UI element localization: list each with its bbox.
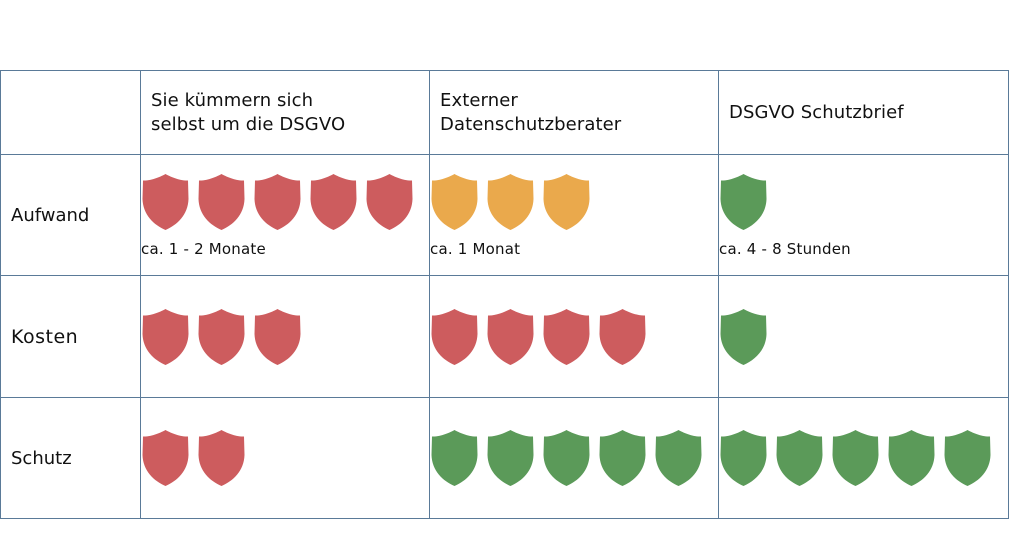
column-header-line: Externer [440,89,518,111]
shield-icon [543,174,590,230]
shield-rating [141,307,429,367]
shield-icon [720,174,767,230]
shield-icon [487,174,534,230]
shield-icon [487,430,534,486]
shield-icon [366,174,413,230]
rating-cell [718,275,1009,398]
shield-icon [198,430,245,486]
rating-note: ca. 1 - 2 Monate [141,240,266,258]
shield-rating [719,428,1008,488]
rating-cell [429,397,719,519]
rating-cell [140,275,430,398]
shield-icon [720,430,767,486]
shield-rating [430,307,718,367]
rating-cell [718,397,1009,519]
shield-icon [487,308,534,365]
table-row: Aufwand ca. 1 - 2 Monate ca. 1 Monat ca.… [0,154,1009,276]
shield-icon [599,308,646,365]
column-header-line: Sie kümmern sich [151,89,314,111]
shield-icon [655,430,702,486]
shield-icon [142,430,189,486]
header-row: Sie kümmern sich selbst um die DSGVO Ext… [0,70,1009,155]
shield-rating [719,172,1008,232]
rating-note: ca. 1 Monat [430,240,521,258]
shield-icon [254,174,301,230]
shield-icon [431,430,478,486]
column-header-line: DSGVO Schutzbrief [729,101,904,123]
column-header-line: selbst um die DSGVO [151,113,346,135]
shield-icon [776,430,823,486]
rating-cell: ca. 4 - 8 Stunden [718,154,1009,276]
shield-icon [142,174,189,230]
rating-cell: ca. 1 Monat [429,154,719,276]
column-header-line: Datenschutzberater [440,113,622,135]
shield-rating [430,172,718,232]
shield-rating [430,428,718,488]
row-label-cell: Aufwand [0,154,141,276]
shield-rating [141,428,429,488]
column-header-schutzbrief: DSGVO Schutzbrief [718,70,1009,155]
shield-icon [888,430,935,486]
shield-icon [198,174,245,230]
row-label-aufwand: Aufwand [11,204,90,226]
shield-icon [599,430,646,486]
shield-icon [543,308,590,365]
rating-cell [429,275,719,398]
comparison-table: Sie kümmern sich selbst um die DSGVO Ext… [0,70,1009,519]
shield-icon [310,174,357,230]
shield-icon [431,174,478,230]
row-label-kosten: Kosten [11,325,79,348]
shield-icon [198,308,245,365]
rating-cell: ca. 1 - 2 Monate [140,154,430,276]
rating-note: ca. 4 - 8 Stunden [719,240,851,258]
corner-cell [0,70,141,155]
row-label-cell: Kosten [0,275,141,398]
shield-icon [142,308,189,365]
shield-icon [720,308,767,365]
rating-cell [140,397,430,519]
table-row: Kosten [0,275,1009,398]
shield-rating [141,172,429,232]
row-label-cell: Schutz [0,397,141,519]
column-header-self: Sie kümmern sich selbst um die DSGVO [140,70,430,155]
shield-icon [944,430,991,486]
column-header-external: Externer Datenschutzberater [429,70,719,155]
shield-rating [719,307,1008,367]
shield-icon [254,308,301,365]
shield-icon [431,308,478,365]
table-row: Schutz [0,397,1009,519]
row-label-schutz: Schutz [11,447,72,469]
shield-icon [543,430,590,486]
shield-icon [832,430,879,486]
